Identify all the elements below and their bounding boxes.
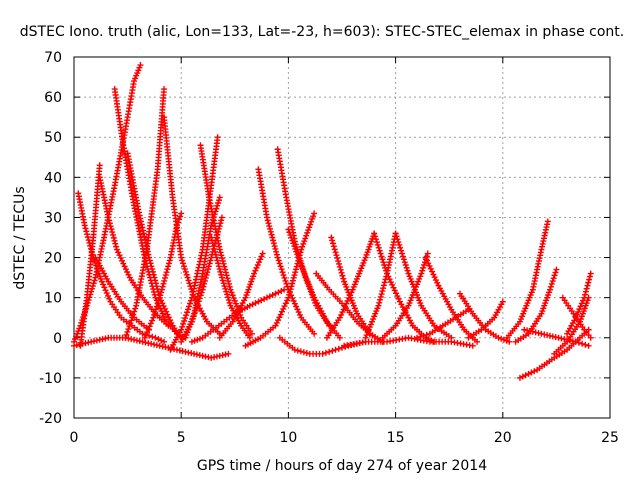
point-markers — [422, 254, 481, 345]
point-markers — [188, 286, 288, 345]
series-arc-33 — [341, 334, 476, 349]
x-axis-label: GPS time / hours of day 274 of year 2014 — [197, 458, 487, 474]
series-arc-29 — [392, 230, 455, 341]
y-tick-label: 70 — [44, 50, 62, 66]
series-arc-10 — [92, 254, 153, 333]
point-markers — [392, 230, 455, 341]
series-arc-02 — [111, 86, 189, 341]
series-arc-36 — [504, 218, 551, 341]
y-tick-label: 30 — [44, 210, 62, 226]
series-arc-42 — [521, 326, 592, 349]
point-markers — [167, 134, 221, 353]
point-markers — [414, 306, 472, 341]
series-arc-21 — [242, 210, 318, 349]
y-tick-label: 0 — [53, 331, 62, 347]
x-tick-label: 5 — [177, 430, 186, 446]
series-arc-16 — [208, 234, 253, 341]
series-arc-34 — [456, 290, 513, 345]
grid — [74, 57, 610, 418]
point-markers — [465, 298, 506, 341]
series-arc-19 — [255, 166, 318, 337]
series-arc-32 — [414, 306, 472, 341]
point-markers — [379, 250, 431, 341]
series-arc-35 — [465, 298, 506, 341]
point-markers — [111, 86, 189, 341]
x-tick-label: 25 — [601, 430, 619, 446]
series-arc-18 — [188, 286, 288, 345]
y-tick-label: -10 — [39, 371, 62, 387]
series-arc-28 — [362, 230, 399, 341]
x-tick-label: 10 — [279, 430, 297, 446]
point-markers — [456, 290, 513, 345]
point-markers — [564, 270, 594, 337]
x-tick-label: 0 — [70, 430, 79, 446]
point-markers — [141, 210, 185, 341]
series-arc-31 — [422, 254, 481, 345]
point-markers — [255, 166, 318, 337]
y-tick-label: -20 — [39, 411, 62, 427]
y-tick-label: 60 — [44, 90, 62, 106]
chart-title: dSTEC Iono. truth (alic, Lon=133, Lat=-2… — [20, 24, 624, 40]
point-markers — [92, 254, 153, 333]
x-tick-label: 20 — [494, 430, 512, 446]
point-markers — [197, 142, 255, 337]
series-arc-25 — [323, 230, 378, 341]
y-tick-label: 10 — [44, 291, 62, 307]
x-tick-label: 15 — [387, 430, 405, 446]
series-arc-30 — [379, 250, 431, 341]
point-markers — [208, 234, 253, 341]
series-arc-20 — [274, 146, 333, 329]
series-arc-12 — [167, 134, 221, 353]
y-tick-label: 50 — [44, 130, 62, 146]
point-markers — [504, 218, 551, 341]
series-arc-41 — [564, 270, 594, 337]
point-markers — [362, 230, 399, 341]
series-arc-09 — [141, 210, 185, 341]
point-markers — [242, 210, 318, 349]
y-tick-label: 40 — [44, 170, 62, 186]
plot-frame — [73, 56, 611, 419]
point-markers — [323, 230, 378, 341]
series-arc-11 — [71, 334, 232, 361]
point-markers — [521, 326, 592, 349]
y-axis-label: dSTEC / TECUs — [12, 186, 28, 289]
series-arc-13 — [197, 142, 255, 337]
series-arc-26 — [313, 270, 386, 345]
point-markers — [341, 334, 476, 349]
axis-ticks: 0 5 10 15 20 25 -20 -10 0 10 20 30 40 50 60 70 — [39, 50, 619, 446]
data-points — [71, 62, 594, 381]
y-tick-label: 20 — [44, 251, 62, 267]
point-markers — [274, 146, 333, 329]
point-markers — [313, 270, 386, 345]
point-markers — [71, 334, 232, 361]
